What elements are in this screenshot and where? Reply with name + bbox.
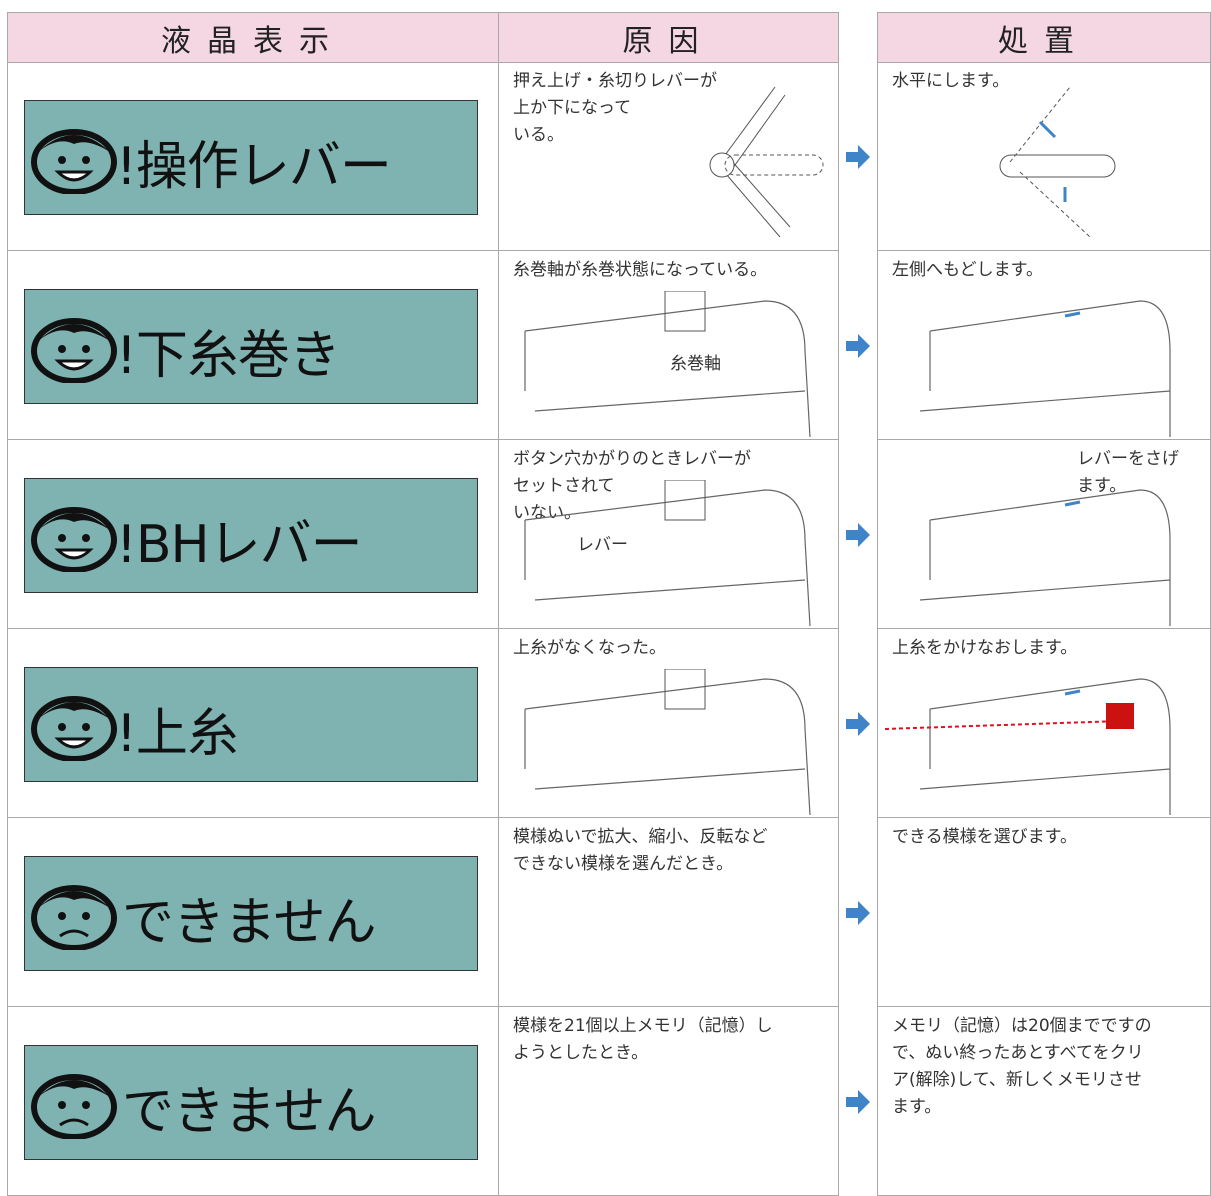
- illustration: [919, 489, 1171, 626]
- remedy-text: 水平にします。: [892, 71, 1010, 91]
- face-icon: [31, 507, 117, 572]
- cause-text: できない模様を選んだとき。: [513, 854, 734, 874]
- cause-cell: [498, 629, 839, 818]
- remedy-text: メモリ（記憶）は20個までですの: [892, 1016, 1152, 1036]
- lcd-text: !下糸巻き: [116, 326, 341, 386]
- lcd-display: [24, 478, 478, 593]
- illustration: [919, 678, 1171, 815]
- remedy-text: ます。: [892, 1097, 942, 1117]
- header-cause: 原因: [498, 12, 839, 63]
- arrow-icon: [846, 901, 870, 925]
- lcd-text: できません: [122, 1082, 376, 1142]
- illustration: [524, 291, 811, 437]
- cause-cell: [498, 251, 839, 440]
- illustration-label: 糸巻軸: [670, 351, 721, 378]
- header-remedy: 処置: [877, 12, 1211, 63]
- lcd-display: [24, 1045, 478, 1160]
- illustration: [524, 480, 811, 626]
- header-display: 液晶表示: [7, 12, 499, 63]
- lcd-display: [24, 289, 478, 404]
- lcd-display: [24, 667, 478, 782]
- arrow-icon: [846, 712, 870, 736]
- lcd-text: !操作レバー: [116, 137, 392, 197]
- illustration: [709, 86, 824, 238]
- illustration: [999, 86, 1116, 238]
- cause-text: ボタン穴かがりのときレバーが: [513, 449, 751, 469]
- cause-text: いる。: [513, 125, 564, 145]
- face-icon: [31, 318, 117, 383]
- cause-cell: [498, 440, 839, 629]
- lcd-text: できません: [122, 893, 376, 953]
- lcd-display: [24, 100, 478, 215]
- cause-cell: [498, 818, 839, 1007]
- arrow-icon: [846, 1090, 870, 1114]
- remedy-text: 上糸をかけなおします。: [892, 638, 1078, 658]
- cause-text: 上か下になって: [513, 98, 632, 118]
- arrow-icon: [846, 334, 870, 358]
- illustration-label: レバー: [577, 532, 628, 559]
- illustration: [919, 300, 1171, 437]
- cause-cell: [498, 62, 839, 251]
- cause-text: 模様ぬいで拡大、縮小、反転など: [513, 827, 768, 847]
- illustration: [524, 669, 811, 815]
- thread-line: [884, 703, 1134, 730]
- remedy-text: ます。: [1077, 476, 1127, 496]
- face-icon: [31, 1074, 117, 1139]
- remedy-text: で、ぬい終ったあとすべてをクリ: [892, 1043, 1144, 1063]
- arrow-icon: [846, 523, 870, 547]
- remedy-text: ア(解除)して、新しくメモリさせ: [892, 1070, 1142, 1090]
- cause-text: いない。: [513, 503, 581, 523]
- cause-text: 上糸がなくなった。: [513, 638, 666, 658]
- cause-text: セットされて: [513, 476, 615, 496]
- lcd-text: !上糸: [116, 704, 239, 764]
- remedy-text: できる模様を選びます。: [892, 827, 1077, 847]
- cause-text: 模様を21個以上メモリ（記憶）し: [513, 1016, 773, 1036]
- face-icon: [31, 696, 117, 761]
- lcd-text: !BHレバー: [116, 515, 363, 575]
- lcd-display: [24, 856, 478, 971]
- remedy-text: 左側へもどします。: [892, 260, 1043, 280]
- face-icon: [31, 885, 117, 950]
- arrow-icon: [846, 145, 870, 169]
- remedy-text: レバーをさげ: [1077, 449, 1179, 469]
- cause-text: ようとしたとき。: [513, 1043, 649, 1063]
- face-icon: [31, 129, 117, 194]
- cause-text: 押え上げ・糸切りレバーが: [513, 71, 717, 91]
- cause-text: 糸巻軸が糸巻状態になっている。: [513, 260, 768, 280]
